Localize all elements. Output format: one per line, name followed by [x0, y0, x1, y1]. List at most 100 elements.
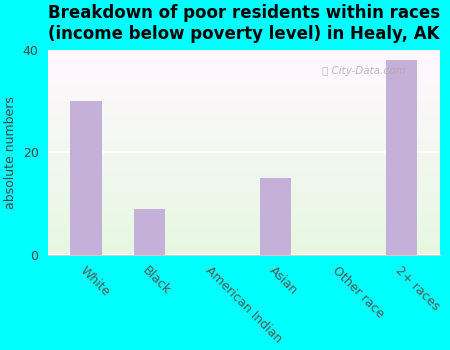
Bar: [48, 137, 440, 138]
Bar: [48, 86, 440, 87]
Bar: [48, 148, 440, 149]
Bar: [48, 98, 440, 99]
Bar: [48, 211, 440, 212]
Bar: [48, 150, 440, 151]
Bar: [48, 129, 440, 130]
Bar: [48, 134, 440, 135]
Bar: [48, 191, 440, 192]
Bar: [48, 136, 440, 137]
Bar: [48, 160, 440, 161]
Bar: [48, 222, 440, 223]
Bar: [48, 204, 440, 205]
Bar: [48, 120, 440, 121]
Bar: [48, 194, 440, 195]
Bar: [48, 84, 440, 85]
Bar: [48, 121, 440, 122]
Bar: [48, 177, 440, 178]
Bar: [48, 193, 440, 194]
Bar: [48, 117, 440, 118]
Bar: [48, 210, 440, 211]
Bar: [48, 229, 440, 230]
Bar: [48, 164, 440, 166]
Bar: [48, 179, 440, 180]
Bar: [48, 70, 440, 71]
Bar: [48, 66, 440, 68]
Bar: [48, 75, 440, 76]
Bar: [48, 90, 440, 91]
Bar: [48, 171, 440, 172]
Bar: [48, 156, 440, 158]
Bar: [48, 170, 440, 171]
Bar: [48, 183, 440, 184]
Bar: [48, 122, 440, 123]
Bar: [48, 55, 440, 56]
Bar: [48, 145, 440, 146]
Bar: [48, 104, 440, 105]
Bar: [48, 209, 440, 210]
Bar: [48, 81, 440, 82]
Bar: [386, 60, 418, 254]
Bar: [48, 223, 440, 224]
Bar: [48, 239, 440, 240]
Bar: [48, 106, 440, 107]
Bar: [48, 201, 440, 202]
Bar: [48, 166, 440, 167]
Bar: [48, 246, 440, 247]
Bar: [48, 60, 440, 61]
Bar: [48, 72, 440, 74]
Bar: [48, 216, 440, 217]
Bar: [48, 78, 440, 79]
Bar: [48, 63, 440, 64]
Bar: [48, 101, 440, 102]
Bar: [48, 59, 440, 60]
Bar: [48, 234, 440, 235]
Bar: [48, 215, 440, 216]
Bar: [48, 245, 440, 246]
Bar: [48, 168, 440, 169]
Bar: [48, 225, 440, 226]
Bar: [48, 65, 440, 66]
Bar: [48, 195, 440, 196]
Bar: [48, 243, 440, 244]
Bar: [48, 247, 440, 248]
Bar: [48, 52, 440, 53]
Bar: [48, 141, 440, 142]
Title: Breakdown of poor residents within races
(income below poverty level) in Healy, : Breakdown of poor residents within races…: [48, 4, 440, 43]
Bar: [48, 50, 440, 51]
Bar: [48, 80, 440, 81]
Y-axis label: absolute numbers: absolute numbers: [4, 96, 17, 209]
Bar: [48, 126, 440, 127]
Bar: [48, 142, 440, 143]
Bar: [48, 158, 440, 159]
Bar: [48, 77, 440, 78]
Bar: [48, 178, 440, 179]
Bar: [48, 107, 440, 108]
Bar: [48, 174, 440, 175]
Bar: [48, 188, 440, 189]
Bar: [48, 203, 440, 204]
Bar: [48, 94, 440, 95]
Bar: [48, 190, 440, 191]
Bar: [48, 93, 440, 94]
Bar: [48, 212, 440, 213]
Bar: [48, 103, 440, 104]
Bar: [48, 83, 440, 84]
Bar: [48, 198, 440, 200]
Bar: [48, 130, 440, 131]
Bar: [48, 61, 440, 62]
Bar: [48, 74, 440, 75]
Bar: [48, 253, 440, 254]
Bar: [48, 97, 440, 98]
Bar: [48, 235, 440, 236]
Bar: [48, 131, 440, 132]
Bar: [48, 144, 440, 145]
Bar: [48, 153, 440, 154]
Bar: [48, 185, 440, 186]
Bar: [48, 240, 440, 241]
Bar: [48, 108, 440, 110]
Bar: [48, 226, 440, 227]
Bar: [48, 180, 440, 181]
Bar: [48, 68, 440, 69]
Bar: [48, 151, 440, 152]
Bar: [48, 96, 440, 97]
